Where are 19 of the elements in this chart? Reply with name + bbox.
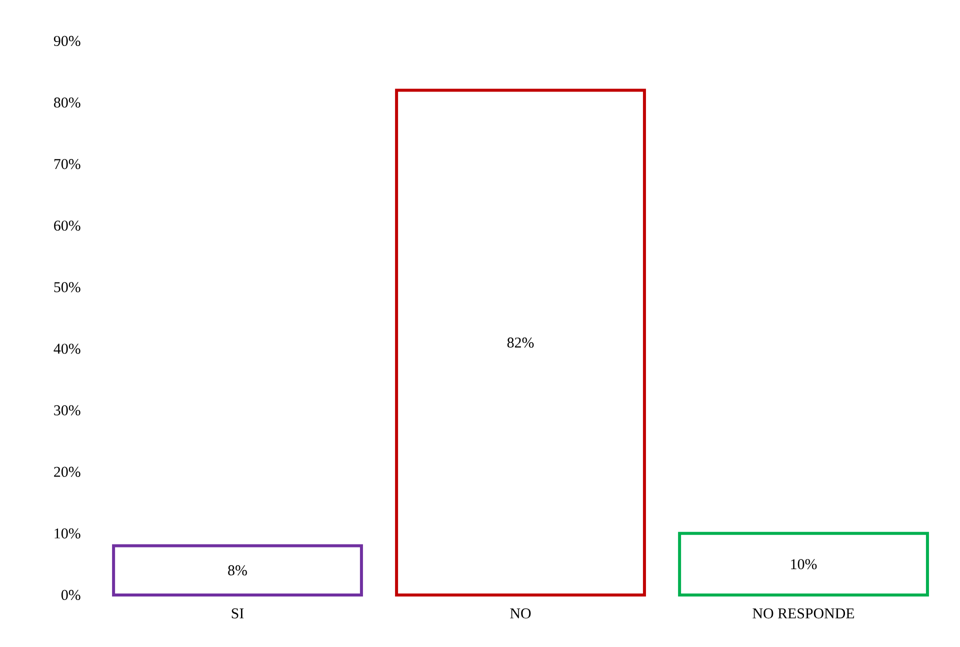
bar [112, 544, 363, 596]
y-tick-label: 0% [61, 590, 80, 600]
bar [395, 88, 646, 596]
y-tick-label: 90% [54, 36, 80, 46]
y-tick-label: 10% [54, 528, 80, 538]
x-tick-label: NO [510, 608, 531, 618]
y-tick-label: 60% [54, 220, 80, 231]
y-tick-label: 40% [54, 344, 80, 354]
x-tick-label: SI [232, 608, 244, 618]
y-tick-label: 50% [54, 282, 80, 292]
bar [678, 532, 929, 596]
y-tick-label: 20% [54, 466, 80, 477]
data-label: 8% [228, 565, 247, 576]
data-label: 10% [791, 559, 817, 570]
x-tick-label: NO RESPONDE [752, 608, 854, 618]
y-tick-label: 80% [54, 97, 80, 108]
data-label: 82% [507, 338, 534, 348]
y-tick-label: 70% [54, 159, 80, 170]
y-tick-label: 30% [54, 405, 80, 416]
